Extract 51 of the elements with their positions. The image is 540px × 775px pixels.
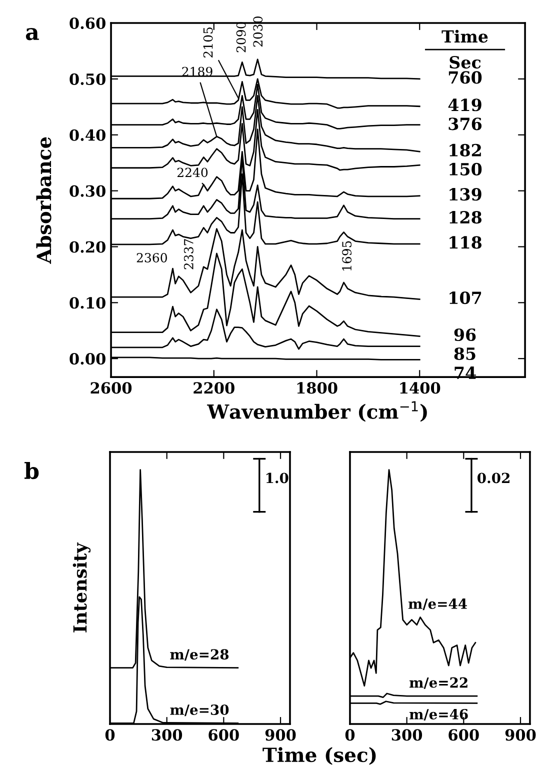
y-tick-label: 0.20	[70, 241, 106, 253]
series-label: 182	[450, 144, 481, 156]
annotation: 1695	[342, 241, 352, 271]
x-tick-label: 1800	[297, 382, 338, 394]
chart-title: b	[24, 462, 39, 480]
y-tick-label: 0.40	[70, 129, 106, 141]
series-label: 128	[450, 210, 482, 224]
x-tick-label: 0	[105, 729, 115, 741]
annotation: 2240	[177, 168, 208, 178]
y-axis-title: Absorbance	[36, 137, 52, 264]
legend-label: 118	[450, 236, 482, 249]
y-tick-label: 0.00	[70, 353, 106, 365]
y-tick-label: 0.60	[70, 17, 106, 30]
annotation: 2030	[253, 16, 263, 47]
x-tick-label: 2200	[194, 382, 234, 394]
series-label: m/e=30	[170, 704, 229, 716]
annotation: Sec	[450, 56, 481, 69]
y-axis-title: Intensity	[72, 542, 91, 632]
y-tick-label: 0.10	[70, 297, 106, 309]
x-tick-label: 2600	[90, 382, 132, 394]
x-axis-title: Wavenumber (cm$^{−1}$)	[207, 401, 427, 422]
series-label: 150	[450, 162, 482, 176]
legend-label: 139	[450, 188, 482, 201]
x-tick-label: 600	[208, 729, 239, 741]
chart-title: a	[26, 28, 39, 40]
annotation: 2337	[184, 239, 194, 270]
x-tick-label: 600	[448, 729, 479, 741]
annotation: 2105	[203, 27, 213, 58]
series-label: m/e=44	[408, 598, 467, 610]
annotation: 0.02	[478, 472, 510, 484]
series-label: 419	[448, 98, 482, 112]
x-tick-label: 300	[152, 729, 182, 741]
y-tick-label: 0.30	[70, 185, 106, 197]
series-label: m/e=28	[170, 649, 229, 661]
text: 85	[454, 347, 476, 360]
x-tick-label: 300	[392, 729, 422, 741]
series-label: m/e=22	[410, 677, 468, 689]
annotation: 1.0	[266, 472, 288, 484]
x-tick-label: 0	[345, 729, 355, 741]
legend-label: 376	[448, 118, 482, 130]
text: 96	[454, 328, 476, 342]
annotation: 2360	[136, 252, 167, 262]
x-axis-title: Time (sec)	[262, 747, 376, 765]
x-tick-label: 900	[505, 729, 536, 741]
x-tick-label: 900	[265, 729, 296, 741]
legend-label: 107	[450, 292, 482, 304]
series-label: m/e=46	[410, 708, 468, 721]
legend-label: 760	[448, 71, 482, 84]
y-tick-label: 0.50	[70, 73, 106, 85]
legend-title: Time	[442, 30, 488, 43]
x-tick-label: 1400	[400, 382, 440, 394]
